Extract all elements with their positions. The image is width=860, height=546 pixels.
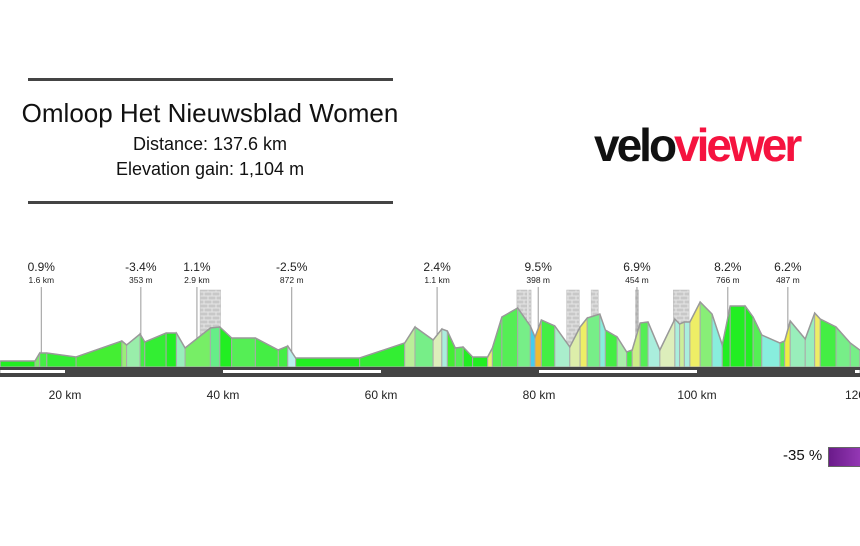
- profile-segment: [586, 313, 601, 368]
- distance-text: Distance: 137.6 km: [132, 134, 288, 154]
- profile-segment: [462, 345, 474, 368]
- climb-gradient-label: 9.5%: [525, 260, 553, 274]
- climb-gradient-label: 8.2%: [714, 260, 742, 274]
- profile-segment: [404, 325, 416, 368]
- climb-gradient-label: -2.5%: [276, 260, 308, 274]
- climb-gradient-label: 1.1%: [183, 260, 211, 274]
- climb-length-label: 487 m: [776, 275, 800, 285]
- climb-length-label: 766 m: [716, 275, 740, 285]
- climb-length-label: 454 m: [625, 275, 649, 285]
- profile-segment: [804, 312, 816, 368]
- profile-segment: [779, 340, 786, 368]
- distance-bar-stripe: [539, 370, 697, 373]
- veloviewer-logo: veloviewer: [594, 118, 802, 172]
- profile-segment: [184, 326, 211, 368]
- profile-segment: [789, 319, 806, 368]
- title-rule-top: [28, 78, 393, 81]
- profile-segment: [446, 330, 456, 368]
- climb-gradient-label: -3.4%: [125, 260, 157, 274]
- profile-segment: [835, 325, 851, 368]
- distance-bar-stripe: [223, 370, 381, 373]
- climb-gradient-label: 6.2%: [774, 260, 802, 274]
- profile-segment: [254, 337, 279, 368]
- climb-gradient-label: 6.9%: [623, 260, 651, 274]
- climb-length-label: 398 m: [526, 275, 550, 285]
- x-tick-label: 60 km: [365, 388, 398, 402]
- climb-length-label: 1.6 km: [29, 275, 55, 285]
- climb-gradient-label: 0.9%: [28, 260, 56, 274]
- page-title: Omloop Het Nieuwsblad Women: [21, 98, 399, 128]
- profile-segment: [175, 331, 186, 368]
- profile-outline: [0, 300, 860, 362]
- title-rule-bottom: [28, 201, 393, 204]
- profile-segment: [683, 321, 691, 368]
- profile-segment: [165, 332, 177, 368]
- profile-segment: [39, 352, 48, 368]
- profile-segment: [454, 346, 464, 368]
- profile-segment: [616, 335, 628, 368]
- profile-segment: [626, 349, 633, 368]
- x-tick-label: 120: [845, 388, 860, 402]
- x-tick-label: 80 km: [523, 388, 556, 402]
- climb-length-label: 353 m: [129, 275, 153, 285]
- climb-length-label: 2.9 km: [184, 275, 210, 285]
- profile-segment: [814, 311, 821, 368]
- profile-segment: [472, 356, 489, 368]
- climb-length-label: 1.1 km: [424, 275, 450, 285]
- profile-segment: [674, 317, 681, 368]
- profile-segment: [659, 318, 676, 368]
- x-tick-label: 100 km: [677, 388, 716, 402]
- climb-length-label: 872 m: [280, 275, 304, 285]
- profile-segment: [639, 321, 649, 368]
- profile-segment: [441, 328, 448, 368]
- distance-bar: [0, 367, 860, 377]
- distance-bar-stripe: [855, 370, 860, 373]
- x-tick-label: 40 km: [207, 388, 240, 402]
- logo-velo: velo: [594, 119, 677, 171]
- distance-bar-stripe: [0, 370, 65, 373]
- profile-segment: [679, 321, 685, 368]
- climb-gradient-label: 2.4%: [423, 260, 451, 274]
- legend-min-label: -35 %: [783, 447, 823, 464]
- profile-segment: [501, 307, 519, 368]
- x-tick-label: 20 km: [49, 388, 82, 402]
- logo-viewer: viewer: [674, 119, 802, 171]
- profile-segment: [295, 357, 361, 368]
- profile-segment: [729, 305, 746, 368]
- profile-segment: [209, 326, 221, 368]
- profile-segment: [540, 319, 556, 368]
- profile-segment: [231, 337, 256, 368]
- legend-gradient-bar: [828, 447, 860, 467]
- profile-segment: [0, 360, 36, 368]
- elevation-gain-text: Elevation gain: 1,104 m: [115, 159, 305, 179]
